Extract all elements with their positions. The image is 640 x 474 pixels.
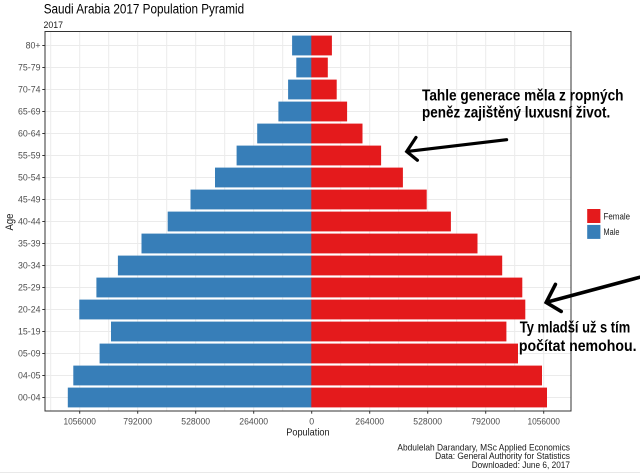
- svg-text:05-09: 05-09: [18, 349, 41, 359]
- svg-text:Female: Female: [604, 211, 631, 221]
- svg-text:15-19: 15-19: [18, 327, 41, 337]
- svg-text:20-24: 20-24: [18, 305, 41, 315]
- svg-text:528000: 528000: [413, 417, 442, 427]
- svg-text:55-59: 55-59: [18, 151, 41, 161]
- svg-text:peněz zajištěný luxusní život.: peněz zajištěný luxusní život.: [422, 104, 610, 121]
- svg-text:Male: Male: [604, 227, 620, 237]
- svg-text:264000: 264000: [355, 417, 384, 427]
- svg-text:00-04: 00-04: [18, 393, 41, 403]
- svg-text:počítat nemohou.: počítat nemohou.: [519, 338, 637, 355]
- svg-text:25-29: 25-29: [18, 283, 41, 293]
- svg-text:40-44: 40-44: [18, 217, 41, 227]
- svg-text:792000: 792000: [123, 417, 152, 427]
- svg-text:Saudi Arabia 2017 Population P: Saudi Arabia 2017 Population Pyramid: [44, 1, 245, 16]
- svg-text:0: 0: [309, 417, 314, 427]
- svg-text:Downloaded: June 6, 2017: Downloaded: June 6, 2017: [472, 460, 570, 470]
- svg-text:792000: 792000: [471, 417, 500, 427]
- svg-text:Data: General Authority for St: Data: General Authority for Statistics: [435, 451, 570, 461]
- svg-text:528000: 528000: [181, 417, 210, 427]
- svg-text:80+: 80+: [26, 41, 41, 51]
- svg-text:65-69: 65-69: [18, 107, 41, 117]
- svg-text:70-74: 70-74: [18, 85, 41, 95]
- svg-text:Population: Population: [286, 426, 329, 438]
- svg-text:30-34: 30-34: [18, 261, 41, 271]
- svg-text:264000: 264000: [239, 417, 268, 427]
- svg-text:35-39: 35-39: [18, 239, 41, 249]
- svg-text:Abdulelah Darandary, MSc Appli: Abdulelah Darandary, MSc Applied Economi…: [397, 442, 570, 452]
- svg-text:45-49: 45-49: [18, 195, 41, 205]
- svg-text:1056000: 1056000: [528, 417, 560, 427]
- svg-text:75-79: 75-79: [18, 63, 41, 73]
- svg-text:50-54: 50-54: [18, 173, 41, 183]
- svg-text:Tahle generace měla z ropných: Tahle generace měla z ropných: [422, 87, 624, 104]
- svg-text:Ty mladší už s tím: Ty mladší už s tím: [520, 320, 630, 337]
- svg-text:04-05: 04-05: [18, 371, 41, 381]
- svg-text:60-64: 60-64: [18, 129, 41, 139]
- svg-text:2017: 2017: [44, 20, 64, 31]
- svg-text:1056000: 1056000: [64, 417, 96, 427]
- svg-text:Age: Age: [4, 214, 16, 231]
